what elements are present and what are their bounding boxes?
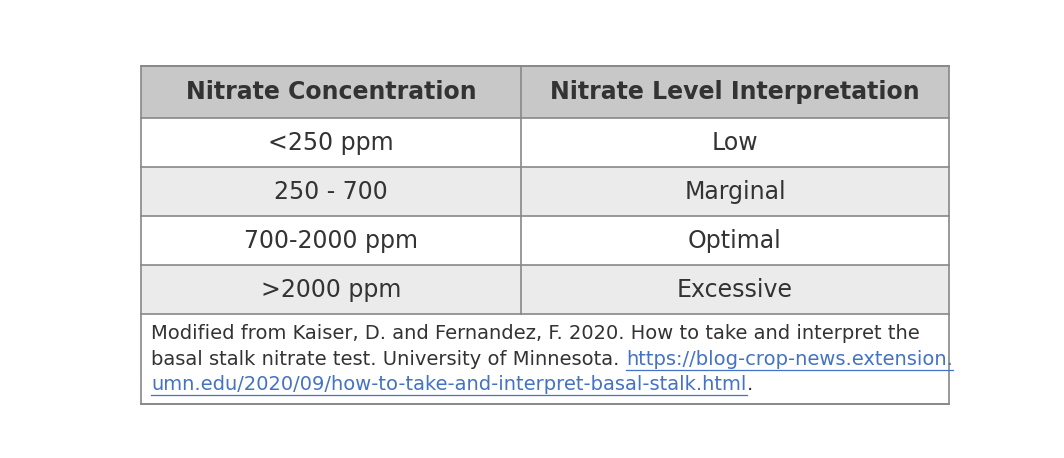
Text: umn.edu/2020/09/how-to-take-and-interpret-basal-stalk.html: umn.edu/2020/09/how-to-take-and-interpre…: [151, 375, 747, 394]
Text: basal stalk nitrate test. University of Minnesota.: basal stalk nitrate test. University of …: [151, 349, 626, 369]
Bar: [142, 118, 520, 167]
Text: Nitrate Concentration: Nitrate Concentration: [185, 80, 477, 104]
Text: >2000 ppm: >2000 ppm: [261, 278, 401, 302]
Text: Low: Low: [712, 131, 759, 154]
Text: Modified from Kaiser, D. and Fernandez, F. 2020. How to take and interpret the: Modified from Kaiser, D. and Fernandez, …: [151, 324, 920, 343]
Bar: [142, 216, 520, 265]
Bar: [520, 167, 949, 216]
Text: Excessive: Excessive: [677, 278, 793, 302]
Text: 250 - 700: 250 - 700: [275, 180, 387, 204]
Text: .: .: [747, 375, 752, 394]
Bar: [142, 265, 520, 314]
Text: 700-2000 ppm: 700-2000 ppm: [244, 229, 418, 253]
Bar: [520, 65, 949, 118]
Bar: [142, 314, 949, 404]
Bar: [142, 167, 520, 216]
Bar: [520, 216, 949, 265]
Text: Marginal: Marginal: [684, 180, 786, 204]
Bar: [520, 265, 949, 314]
Text: Optimal: Optimal: [688, 229, 782, 253]
Bar: [520, 118, 949, 167]
Text: Nitrate Level Interpretation: Nitrate Level Interpretation: [550, 80, 919, 104]
Text: https://blog-crop-news.extension.: https://blog-crop-news.extension.: [626, 349, 952, 369]
Text: <250 ppm: <250 ppm: [268, 131, 394, 154]
Bar: [142, 65, 520, 118]
